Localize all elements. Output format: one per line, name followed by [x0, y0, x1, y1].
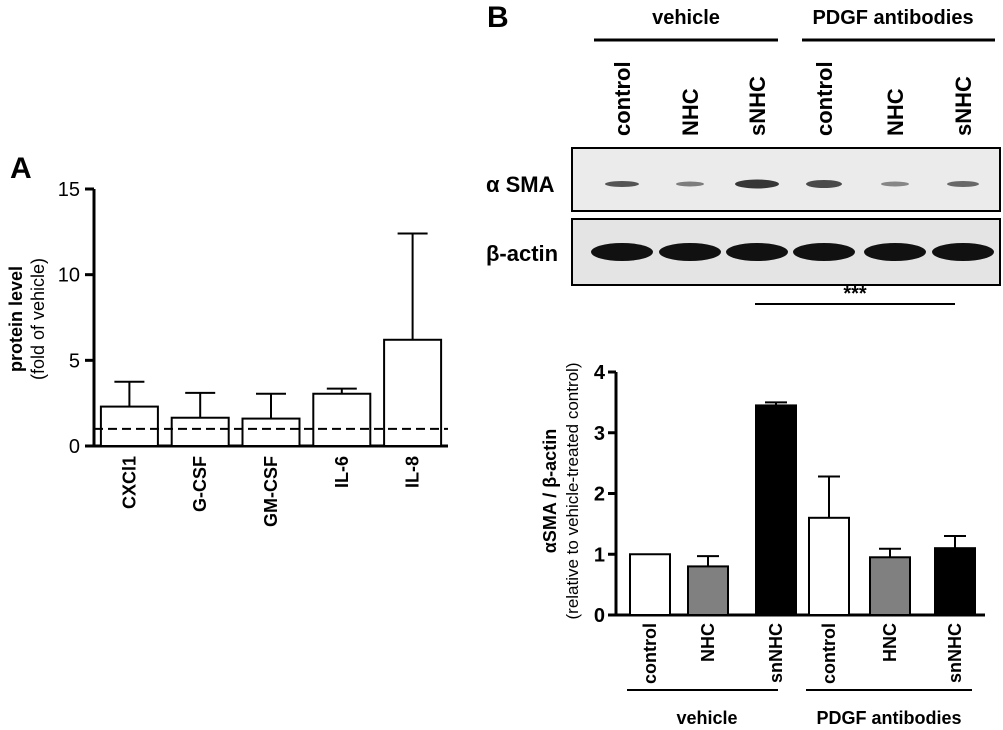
- panel-b-y-tick-label: 2: [594, 484, 605, 506]
- blot-lane-label: NHC: [883, 88, 908, 136]
- panel-b-x-tick-label: HNC: [880, 623, 900, 662]
- panel-b-y-tick-label: 4: [594, 362, 606, 384]
- panel-a-y-ticks: 0 5 10 15: [58, 179, 94, 458]
- panel-b-x-tick-label: snNHC: [766, 623, 786, 683]
- panel-a-bar: [241, 417, 301, 448]
- blot-band-asma: [676, 181, 704, 187]
- panel-b-bar: [629, 553, 671, 616]
- panel-b-y-ticks: 0 1 2 3 4: [594, 362, 616, 627]
- panel-b-bar: [687, 565, 729, 617]
- blot-lane-label: NHC: [678, 88, 703, 136]
- panel-a-x-tick-label: GM-CSF: [261, 456, 281, 527]
- blot-band-bactin: [793, 243, 855, 261]
- blot-band-bactin: [726, 243, 788, 261]
- blot-group-pdgf: PDGF antibodies: [812, 7, 973, 29]
- panel-a-y-axis-title: protein level (fold of vehicle): [6, 258, 48, 380]
- panel-b-bar: [808, 516, 850, 616]
- panel-a-ylabel-sub: (fold of vehicle): [28, 258, 48, 380]
- panel-a-letter: A: [10, 152, 32, 185]
- blot-lane-label: sNHC: [745, 76, 770, 136]
- panel-b-x-tick-label: control: [819, 623, 839, 684]
- panel-a-ylabel: protein level: [6, 266, 26, 372]
- panel-a-bar: [383, 338, 443, 448]
- panel-a-y-tick-label: 0: [69, 436, 80, 458]
- panel-b-x-tick-label: NHC: [698, 623, 718, 662]
- panel-b: B vehicle PDGF antibodies control NHC sNHC…: [486, 1, 1001, 728]
- panel-b-ylabel-sub: (relative to vehicle-treated control): [563, 362, 582, 619]
- panel-b-bar: [934, 547, 976, 616]
- panel-a-x-tick-labels: CXCl1 G-CSF GM-CSF IL-6 IL-8: [119, 456, 422, 527]
- panel-b-y-tick-label: 3: [594, 423, 605, 445]
- panel-a: A protein level (fold of vehicle) 0 5 10 15…: [6, 152, 448, 527]
- panel-b-y-tick-label: 1: [594, 544, 605, 566]
- blot-group-vehicle: vehicle: [652, 7, 720, 29]
- blot-band-bactin: [591, 243, 653, 261]
- panel-a-bar: [99, 405, 159, 447]
- blot-lane-label: control: [812, 61, 837, 136]
- blot-band-asma: [735, 179, 779, 189]
- blot-lane-labels: control NHC sNHC control NHC sNHC: [610, 61, 976, 136]
- panel-b-ylabel: αSMA / β-actin: [540, 429, 560, 553]
- panel-a-x-tick-label: IL-6: [332, 456, 352, 488]
- panel-a-bars: [99, 232, 443, 448]
- panel-a-bar: [312, 392, 372, 448]
- panel-a-y-tick-label: 15: [58, 179, 80, 201]
- blot-band-asma: [947, 181, 979, 187]
- panel-b-bars: [629, 401, 976, 617]
- blot-row-label-asma: α SMA: [486, 172, 555, 197]
- chart-group-pdgf: PDGF antibodies: [816, 708, 961, 728]
- panel-a-x-tick-label: IL-8: [403, 456, 423, 488]
- chart-group-vehicle: vehicle: [676, 708, 737, 728]
- panel-b-x-tick-label: snNHC: [945, 623, 965, 683]
- blot-band-asma: [605, 181, 639, 187]
- panel-a-x-tick-label: CXCl1: [119, 456, 139, 509]
- panel-b-x-tick-label: control: [640, 623, 660, 684]
- panel-a-y-tick-label: 5: [69, 350, 80, 372]
- blot-asma: [571, 147, 1001, 212]
- blot-row-label-bactin: β-actin: [486, 241, 558, 266]
- panel-b-x-tick-labels: control NHC snNHC control HNC snNHC: [640, 623, 965, 684]
- blot-band-asma: [881, 181, 909, 187]
- blot-lane-label: control: [610, 61, 635, 136]
- blot-band-asma: [806, 180, 842, 188]
- panel-b-bar: [755, 404, 797, 616]
- blot-band-bactin: [659, 243, 721, 261]
- panel-b-bar: [869, 556, 911, 616]
- panel-a-bar: [170, 416, 230, 448]
- significance-label: ***: [843, 283, 867, 305]
- panel-b-y-axis-title: αSMA / β-actin (relative to vehicle-trea…: [540, 362, 582, 619]
- blot-band-bactin: [864, 243, 926, 261]
- blot-lane-label: sNHC: [951, 76, 976, 136]
- panel-a-x-tick-label: G-CSF: [190, 456, 210, 512]
- panel-b-letter: B: [487, 1, 509, 34]
- panel-b-y-tick-label: 0: [594, 605, 605, 627]
- blot-band-bactin: [932, 243, 994, 261]
- blot-bactin: [571, 218, 1001, 286]
- panel-a-y-tick-label: 10: [58, 265, 80, 287]
